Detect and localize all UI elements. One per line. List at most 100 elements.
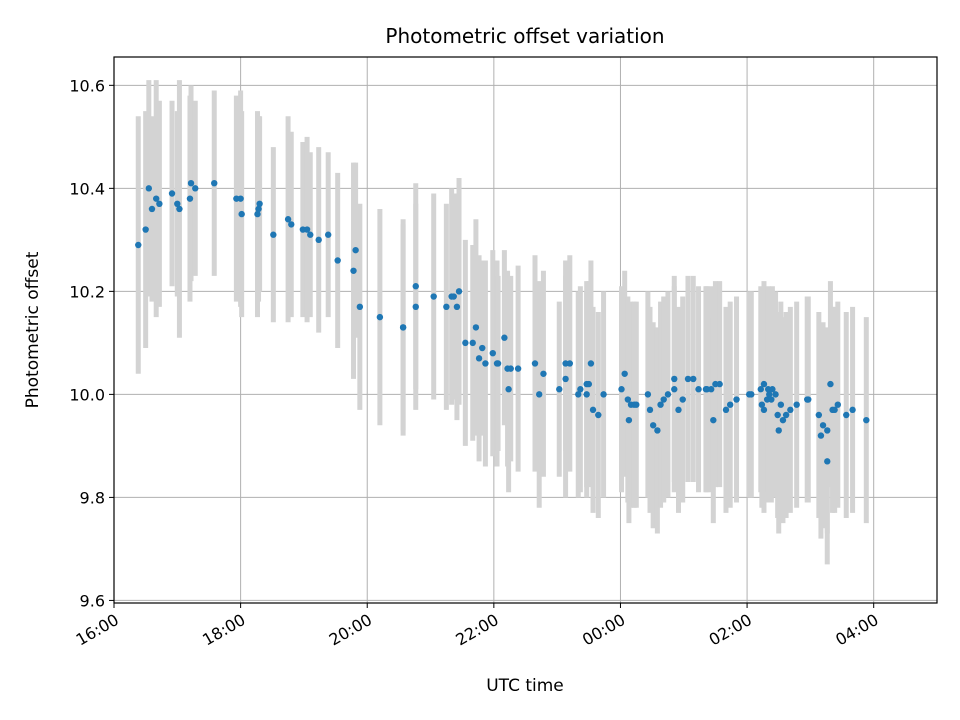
data-point bbox=[625, 416, 633, 424]
y-tick-label: 10.4 bbox=[69, 179, 105, 198]
data-point bbox=[589, 406, 597, 414]
data-point bbox=[562, 375, 569, 383]
data-point bbox=[585, 380, 593, 388]
data-point bbox=[430, 293, 437, 300]
plot-frame bbox=[113, 56, 938, 604]
data-point bbox=[849, 406, 856, 414]
data-point bbox=[618, 386, 625, 393]
y-axis-label: Photometric offset bbox=[23, 251, 43, 408]
data-point bbox=[453, 303, 461, 311]
data-point bbox=[270, 231, 277, 238]
data-point bbox=[256, 200, 263, 208]
data-point bbox=[352, 246, 359, 254]
data-point bbox=[690, 375, 697, 383]
data-point bbox=[307, 231, 314, 238]
data-point bbox=[350, 267, 357, 274]
data-point bbox=[443, 303, 450, 311]
data-point bbox=[624, 396, 632, 403]
data-point bbox=[649, 422, 657, 429]
data-point bbox=[334, 257, 341, 264]
data-point bbox=[600, 391, 607, 398]
data-point bbox=[824, 458, 831, 465]
data-point bbox=[288, 221, 295, 228]
data-point bbox=[303, 226, 311, 233]
data-point bbox=[505, 386, 512, 393]
data-point bbox=[575, 391, 582, 398]
data-point bbox=[817, 432, 825, 439]
data-point bbox=[644, 391, 652, 398]
y-axis: 9.6 9.8 10.0 10.2 10.4 10.6 bbox=[69, 76, 114, 610]
y-tick-label: 9.6 bbox=[80, 591, 105, 610]
data-point bbox=[595, 411, 602, 419]
data-point bbox=[646, 406, 654, 414]
data-point bbox=[192, 185, 199, 192]
data-point bbox=[793, 401, 800, 408]
data-point bbox=[254, 210, 261, 218]
data-point bbox=[142, 226, 149, 233]
y-tick-label: 9.8 bbox=[80, 488, 105, 507]
data-point bbox=[824, 427, 831, 434]
data-point bbox=[482, 360, 489, 367]
data-point bbox=[827, 380, 834, 388]
data-point bbox=[153, 195, 160, 202]
data-point bbox=[399, 324, 407, 331]
data-point bbox=[187, 179, 195, 187]
data-point bbox=[664, 391, 672, 398]
data-point bbox=[412, 283, 419, 290]
data-points bbox=[135, 179, 870, 465]
data-point bbox=[710, 416, 717, 424]
data-point bbox=[671, 386, 678, 393]
data-point bbox=[587, 360, 595, 367]
data-point bbox=[376, 313, 384, 321]
data-point bbox=[501, 334, 508, 341]
data-point bbox=[779, 416, 787, 424]
data-point bbox=[758, 401, 766, 408]
data-point bbox=[356, 303, 364, 311]
data-point bbox=[174, 200, 181, 208]
data-point bbox=[135, 241, 142, 249]
data-point bbox=[805, 396, 812, 403]
data-point bbox=[475, 355, 483, 362]
data-point bbox=[843, 411, 850, 419]
data-point bbox=[760, 380, 768, 388]
data-point bbox=[186, 195, 194, 202]
y-tick-label: 10.0 bbox=[69, 385, 105, 404]
data-point bbox=[684, 375, 692, 383]
data-point bbox=[654, 427, 661, 434]
data-point bbox=[748, 391, 755, 398]
data-point bbox=[787, 406, 794, 414]
data-point bbox=[536, 391, 543, 398]
data-point bbox=[774, 411, 781, 419]
data-point bbox=[633, 401, 640, 408]
data-point bbox=[777, 401, 785, 408]
data-point bbox=[708, 386, 715, 393]
data-point bbox=[494, 360, 502, 367]
chart-title: Photometric offset variation bbox=[385, 24, 664, 48]
data-point bbox=[168, 190, 176, 197]
data-point bbox=[156, 200, 163, 208]
data-point bbox=[775, 427, 782, 434]
data-point bbox=[284, 216, 292, 223]
data-point bbox=[768, 396, 775, 403]
x-axis-label: UTC time bbox=[486, 676, 564, 696]
data-point bbox=[455, 288, 463, 295]
data-point bbox=[757, 386, 764, 393]
data-point bbox=[695, 386, 702, 393]
data-point bbox=[679, 396, 686, 403]
data-point bbox=[660, 396, 667, 403]
data-point bbox=[469, 339, 476, 347]
data-point bbox=[671, 375, 678, 383]
data-point bbox=[489, 349, 496, 357]
data-point bbox=[819, 422, 827, 429]
data-point bbox=[237, 195, 244, 202]
data-point bbox=[145, 185, 153, 192]
data-point bbox=[479, 344, 486, 352]
data-point bbox=[675, 406, 682, 414]
data-point bbox=[514, 365, 522, 372]
data-point bbox=[716, 380, 723, 388]
data-point bbox=[733, 396, 740, 403]
data-point bbox=[315, 236, 322, 244]
data-point bbox=[531, 360, 539, 367]
y-tick-label: 10.6 bbox=[69, 76, 105, 95]
data-point bbox=[255, 205, 262, 213]
